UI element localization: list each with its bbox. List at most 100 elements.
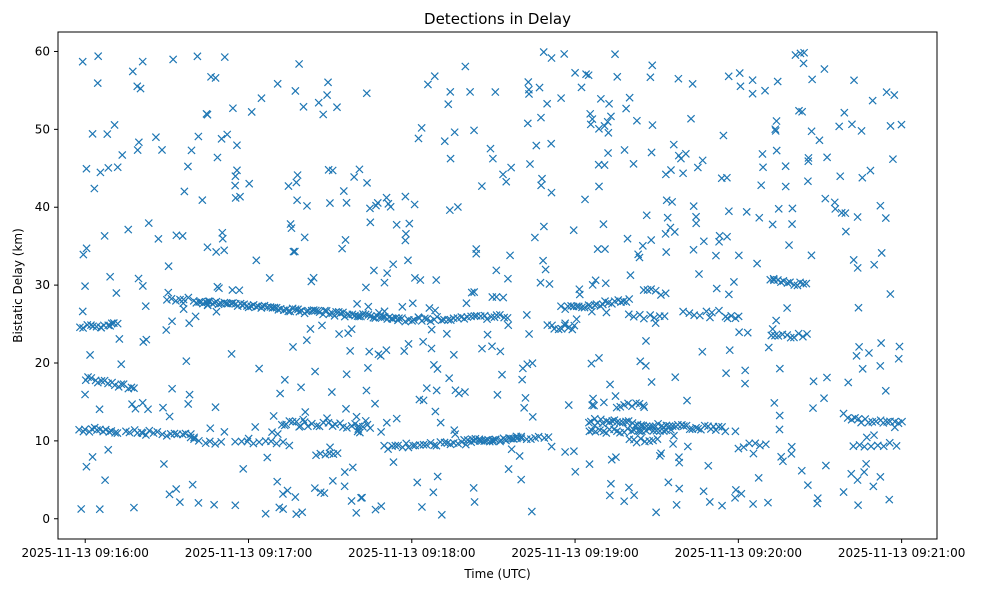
data-point [641, 336, 651, 345]
data-point [128, 67, 137, 76]
data-point [759, 163, 768, 172]
data-point [768, 220, 777, 229]
data-point [622, 104, 631, 113]
data-point [400, 347, 409, 356]
data-point [524, 85, 533, 94]
data-point [178, 231, 187, 240]
data-point [797, 466, 806, 475]
x-tick-label: 2025-11-13 09:16:00 [21, 546, 148, 560]
data-point [785, 241, 794, 250]
data-point [527, 507, 536, 516]
data-point [164, 288, 173, 297]
data-point [692, 212, 701, 221]
data-point [694, 269, 704, 279]
data-point [535, 83, 544, 92]
data-point [81, 282, 90, 291]
data-point [705, 313, 714, 322]
data-point [572, 315, 581, 324]
data-point [366, 218, 375, 227]
data-point [220, 53, 229, 62]
data-point [461, 62, 470, 71]
data-point [605, 491, 614, 500]
y-tick-label: 0 [42, 512, 50, 526]
data-point [164, 262, 173, 271]
data-point [214, 300, 223, 309]
data-point [770, 398, 779, 407]
data-point [417, 502, 426, 512]
data-point [556, 302, 565, 311]
data-point [537, 174, 547, 183]
data-point [185, 390, 194, 399]
y-tick-label: 60 [35, 44, 50, 58]
data-point [365, 204, 374, 213]
data-point [75, 323, 84, 332]
data-point [295, 59, 304, 69]
data-point [86, 350, 95, 359]
data-point [198, 196, 207, 205]
data-point [669, 439, 678, 448]
data-point [714, 422, 723, 431]
data-point [799, 279, 808, 288]
data-point [772, 117, 781, 126]
data-point [836, 172, 845, 181]
data-point [541, 265, 550, 274]
data-point [157, 145, 167, 154]
data-point [646, 73, 655, 82]
data-point [656, 290, 665, 299]
data-point [93, 79, 102, 88]
data-point [883, 417, 892, 426]
data-point [371, 201, 381, 210]
data-point [767, 331, 776, 340]
data-point [194, 132, 203, 141]
data-point [569, 226, 578, 235]
data-point [748, 89, 757, 98]
data-point [718, 501, 727, 510]
data-point [530, 233, 539, 242]
data-point [324, 78, 333, 87]
data-point [683, 442, 692, 451]
data-point [348, 463, 357, 472]
data-point [469, 483, 478, 492]
data-point [545, 279, 554, 289]
y-tick-label: 20 [35, 356, 50, 370]
data-point [731, 427, 740, 436]
data-point [748, 76, 757, 85]
data-point [467, 288, 476, 297]
data-point [739, 443, 748, 452]
data-point [539, 256, 548, 265]
data-point [251, 422, 260, 431]
data-point [299, 102, 308, 111]
data-point [214, 284, 223, 293]
data-point [118, 150, 127, 160]
data-point [796, 49, 805, 58]
data-point [791, 51, 800, 60]
data-point [167, 294, 176, 303]
data-point [154, 234, 163, 243]
data-point [624, 310, 633, 319]
data-point [422, 384, 431, 393]
data-point [231, 172, 240, 181]
data-point [724, 207, 733, 216]
data-point [355, 428, 364, 437]
data-point [351, 419, 360, 428]
data-point [187, 146, 196, 155]
data-point [355, 312, 364, 321]
data-point [446, 87, 455, 96]
data-point [666, 425, 675, 434]
data-point [688, 79, 697, 88]
data-point [879, 442, 888, 451]
data-point [844, 378, 853, 387]
data-point [593, 245, 602, 254]
data-point [394, 441, 403, 450]
data-point [333, 449, 342, 458]
data-point [769, 274, 778, 283]
data-point [287, 224, 296, 233]
data-point [642, 211, 651, 220]
data-point [539, 222, 548, 231]
data-point [521, 393, 530, 402]
data-point [263, 453, 272, 462]
data-point [822, 373, 831, 382]
data-points [75, 48, 907, 519]
data-point [124, 225, 133, 234]
